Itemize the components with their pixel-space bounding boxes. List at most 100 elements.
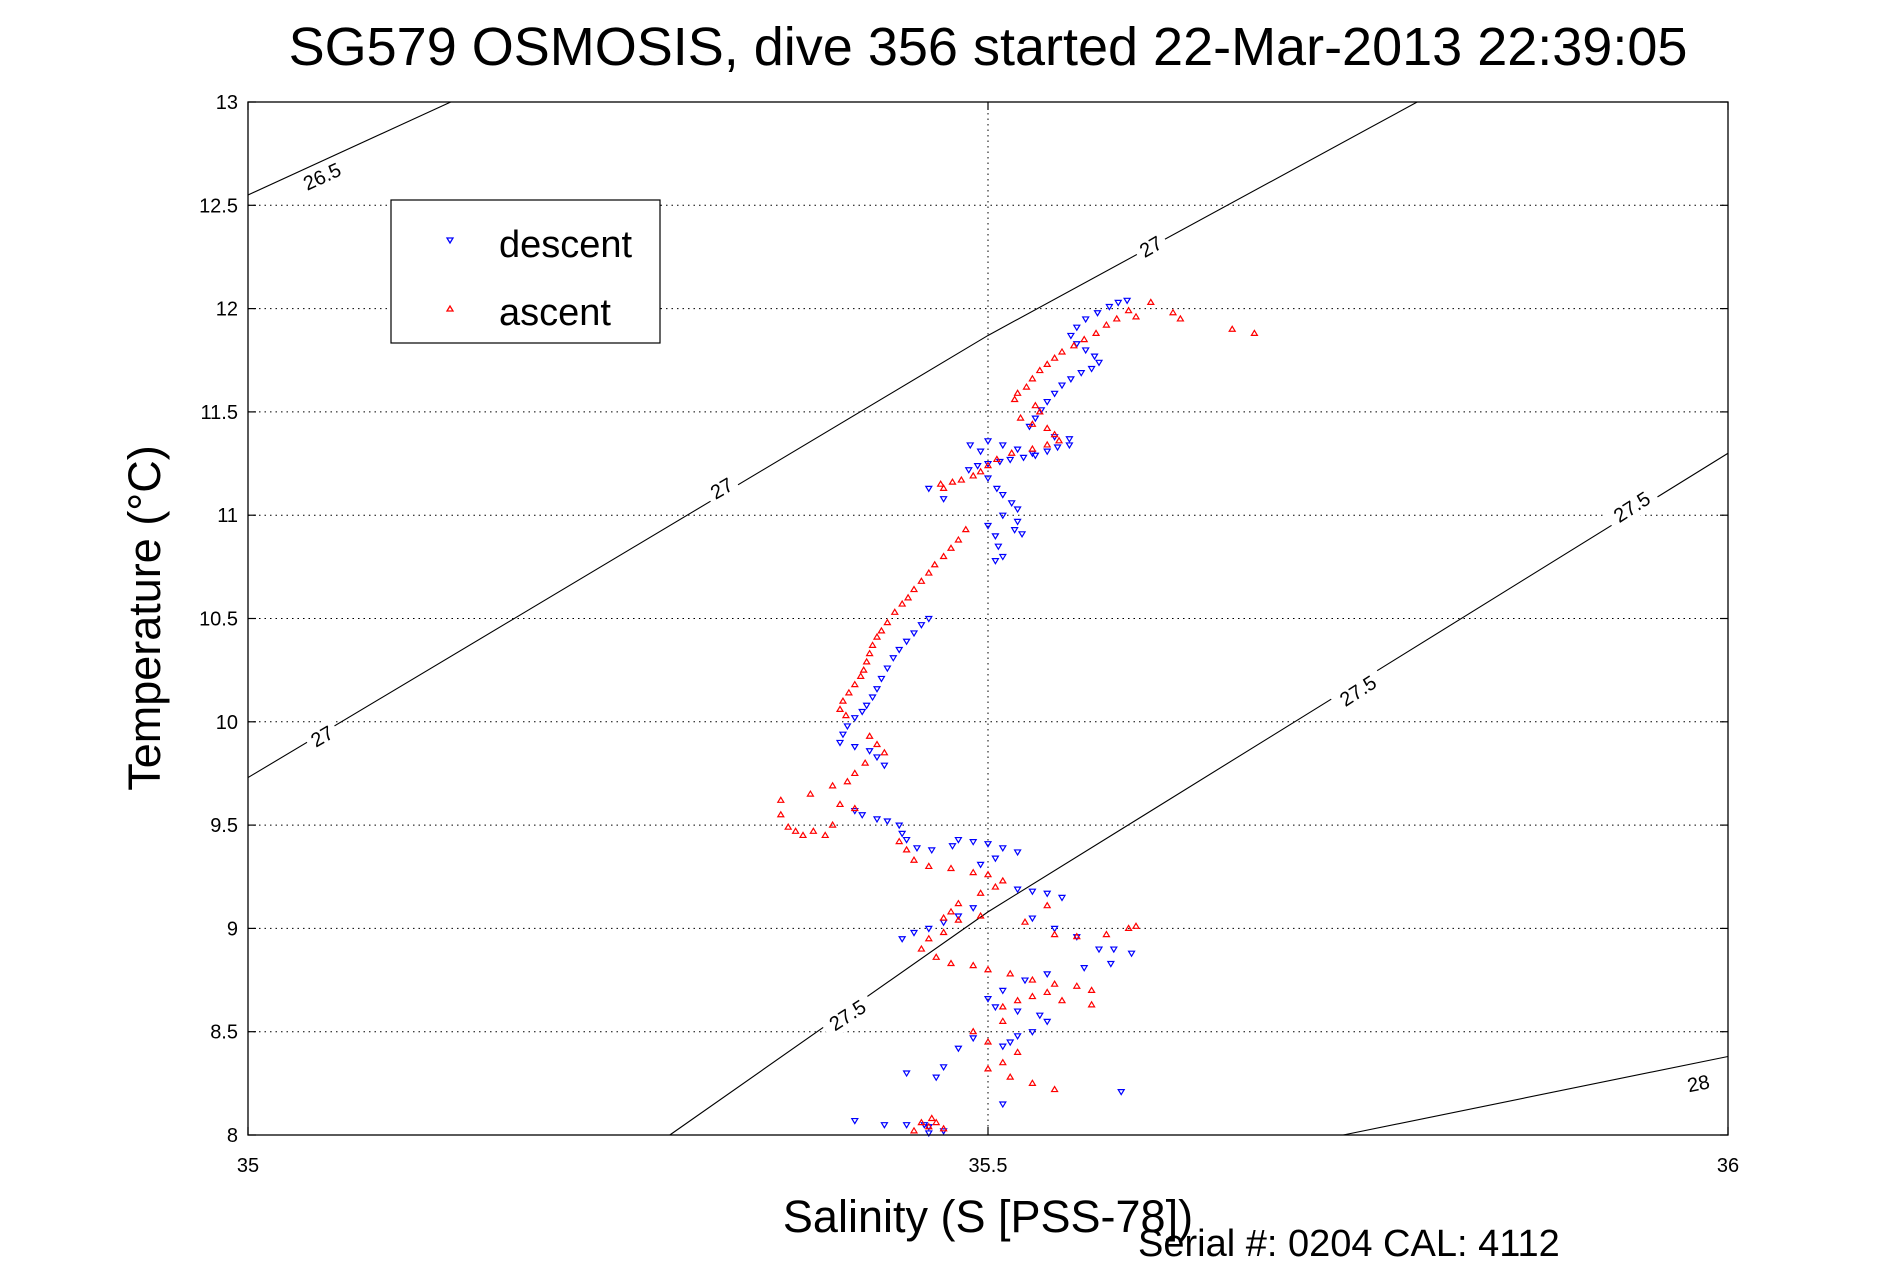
ascent-point [1028,374,1037,382]
ascent-point [835,800,845,808]
ascent-point [1013,389,1022,396]
descent-point [1057,382,1067,390]
descent-point [991,558,1000,565]
descent-point [912,845,922,852]
contour-label-gap [292,154,352,199]
ascent-point [932,953,941,960]
descent-point [924,925,933,933]
ascent-point [998,876,1007,884]
descent-point [983,475,993,483]
ascent-point [828,781,837,789]
x-tick-label: 35.5 [969,1155,1008,1177]
ascent-point [1031,401,1040,409]
descent-point [1043,398,1052,406]
descent-point [1031,452,1040,460]
descent-point [954,836,963,844]
legend-marker-descent [445,237,455,245]
ascent-point [872,632,882,640]
descent-point [865,748,874,755]
legend-marker-ascent [445,304,455,312]
descent-point [1013,446,1022,454]
ascent-point [798,831,808,839]
ascent-point [998,1058,1007,1066]
ascent-point [1112,314,1121,322]
ascent-point [890,608,899,615]
ascent-point [924,934,933,942]
descent-point [872,754,882,762]
descent-point [1053,444,1062,452]
descent-point [872,816,882,824]
ascent-point [828,820,837,828]
descent-point [1081,347,1090,355]
ascent-point [1057,996,1067,1004]
ascent-point [1013,996,1022,1004]
ascent-point [969,471,978,479]
descent-point [1090,353,1099,361]
descent-point [1072,324,1081,332]
ascent-point [1013,1048,1022,1055]
legend-label-descent: descent [499,224,633,266]
ascent-point [809,827,818,834]
ascent-point [904,593,913,601]
ascent-point [838,696,848,704]
descent-point [1006,1039,1015,1047]
descent-point [983,996,993,1003]
descent-point [969,839,978,846]
descent-point [969,905,978,912]
ascent-point [1007,449,1016,456]
descent-point [1117,1089,1126,1096]
ascent-point [917,1118,926,1126]
ascent-point [1176,314,1185,322]
ascent-point [1124,924,1133,932]
descent-point [1050,925,1059,933]
legend: descent ascent [390,199,661,344]
chart-title: SG579 OSMOSIS, dive 356 started 22-Mar-2… [289,17,1688,77]
descent-point [1057,894,1067,902]
ascent-point [983,870,993,878]
ascent-point [939,913,948,921]
y-tick-label: 10 [216,712,238,734]
descent-point [1123,297,1132,305]
ascent-point [1050,1085,1059,1093]
descent-point [1007,500,1016,507]
ascent-point [865,649,874,657]
ascent-point [1050,930,1059,938]
ascent-point [946,544,956,551]
descent-point [1087,365,1096,373]
descent-point [1013,886,1022,894]
ascent-point [969,1027,978,1035]
ascent-point [1146,298,1155,306]
ascent-point [917,577,926,584]
descent-point [983,438,993,445]
isopycnal-28 [1343,1055,1729,1136]
isopycnal-26-5 [247,101,451,196]
ascent-point [895,837,904,845]
descent-point [992,485,1001,493]
descent-point [924,485,933,493]
descent-point [998,1101,1007,1109]
descent-point [1109,946,1118,954]
ascent-point [991,882,1000,890]
descent-point [983,841,993,848]
ascent-point [976,911,985,919]
descent-point [1065,436,1074,443]
descent-point [983,522,993,530]
descent-point [889,655,898,662]
y-tick-label: 9.5 [210,815,238,837]
ascent-point [880,748,889,756]
descent-point [902,1070,911,1078]
descent-point [850,715,859,722]
ascent-point [1131,922,1141,929]
ascent-point [1102,930,1111,938]
descent-point [895,646,904,654]
isopycnal-27-5 [669,452,1729,1136]
descent-point [924,615,933,623]
descent-point [1013,518,1022,526]
descent-point [880,762,889,770]
ascent-point [1028,975,1037,983]
ascent-point [1250,329,1259,336]
descent-point [1028,888,1037,896]
descent-point [1028,1029,1037,1036]
ascent-point [868,641,877,648]
